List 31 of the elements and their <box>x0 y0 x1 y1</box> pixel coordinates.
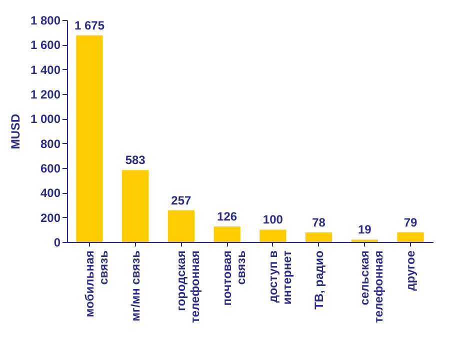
y-tick-label: 600 <box>40 162 61 176</box>
y-tick-label: 800 <box>40 136 61 151</box>
y-tick-label: 200 <box>40 210 61 225</box>
bar <box>214 226 240 242</box>
data-label: 79 <box>404 215 418 230</box>
y-tick-label: 400 <box>40 186 61 200</box>
y-tick-label: 0 <box>54 236 61 250</box>
bar <box>305 232 332 242</box>
y-tick-label: 1 000 <box>30 112 61 126</box>
bar <box>397 232 424 242</box>
data-label: 78 <box>312 215 326 230</box>
data-label: 583 <box>125 153 146 168</box>
bar <box>122 170 149 242</box>
x-tick-label: другое <box>404 250 418 291</box>
data-label: 257 <box>171 193 192 208</box>
bar <box>260 230 286 242</box>
y-tick-label: 1 800 <box>30 14 61 28</box>
y-tick-label: 1 600 <box>30 38 61 52</box>
bar <box>168 210 195 242</box>
y-tick-label: 1 200 <box>30 88 61 102</box>
y-tick-label: 1 400 <box>30 62 61 77</box>
data-label: 19 <box>358 222 372 237</box>
x-tick-label: сельская телефонная <box>358 250 386 324</box>
data-label: 126 <box>217 209 238 224</box>
y-axis-title: MUSD <box>8 114 22 150</box>
data-label: 100 <box>262 212 284 227</box>
x-tick-label: ТВ, радио <box>312 250 326 310</box>
x-tick-label: мобильная связь <box>82 250 110 318</box>
data-label: 1 675 <box>74 18 105 32</box>
x-tick-label: мг/мн связь <box>128 250 142 322</box>
bar <box>76 35 103 242</box>
